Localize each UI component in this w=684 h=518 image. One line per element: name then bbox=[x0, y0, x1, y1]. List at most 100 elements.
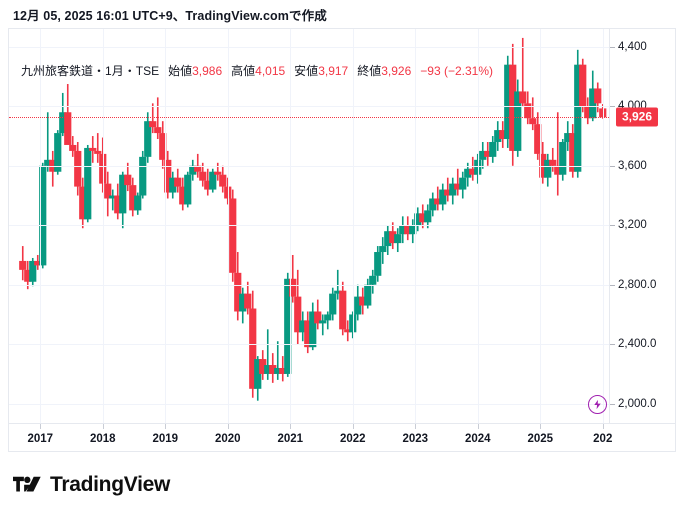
price-tick-mark bbox=[610, 46, 615, 48]
candle-body bbox=[549, 159, 557, 166]
price-tick-label: 2,800.0 bbox=[618, 278, 657, 291]
candle-wick bbox=[456, 168, 459, 196]
gridline-horizontal bbox=[9, 46, 609, 48]
candle-wick bbox=[556, 112, 559, 196]
candle-body bbox=[159, 133, 167, 160]
time-tick-mark bbox=[540, 424, 542, 429]
legend-high-value: 4,015 bbox=[255, 64, 286, 78]
candle-body bbox=[494, 130, 502, 142]
current-price-line bbox=[9, 117, 609, 119]
candle-body bbox=[124, 174, 132, 186]
candle-body bbox=[79, 186, 87, 220]
candle-body bbox=[284, 278, 292, 374]
time-tick-label: 2024 bbox=[464, 433, 491, 445]
time-tick-label: 2020 bbox=[214, 433, 241, 445]
candle-body bbox=[324, 314, 332, 321]
candle-wick bbox=[276, 341, 279, 380]
price-tick-mark bbox=[610, 106, 615, 108]
chart-legend[interactable]: 九州旅客鉄道 ・ 1月 ・ TSE 始値 3,986 高値 4,015 安値 3… bbox=[21, 62, 493, 79]
candle-body bbox=[174, 177, 182, 187]
candle-body bbox=[439, 189, 447, 205]
candle-body bbox=[579, 64, 587, 107]
candle-wick bbox=[266, 329, 269, 380]
candle-body bbox=[229, 198, 237, 273]
chart-panel[interactable]: 4,400 4,000 3,600 3,200 2,800.0 2,400.0 2,000.… bbox=[8, 28, 676, 452]
candle-body bbox=[34, 260, 42, 266]
candle-body bbox=[409, 225, 417, 235]
time-tick-label: 2025 bbox=[527, 433, 554, 445]
gridline-vertical bbox=[165, 29, 167, 423]
candle-body bbox=[369, 275, 377, 285]
gridline-horizontal bbox=[9, 344, 609, 346]
time-tick-label: 2018 bbox=[89, 433, 116, 445]
candle-body bbox=[209, 171, 217, 190]
candle-body bbox=[584, 106, 592, 119]
time-tick-mark bbox=[40, 424, 42, 429]
candle-body bbox=[199, 171, 207, 181]
tradingview-logo-mark bbox=[13, 476, 41, 492]
gridline-horizontal bbox=[9, 284, 609, 286]
candle-wick bbox=[66, 84, 69, 122]
candle-body bbox=[164, 159, 172, 193]
candle-body bbox=[569, 133, 577, 172]
candle-body bbox=[114, 195, 122, 214]
candle-body bbox=[429, 198, 437, 211]
candle-body bbox=[249, 308, 257, 389]
candle-body bbox=[214, 171, 222, 175]
gridline-vertical bbox=[540, 29, 542, 423]
candle-body bbox=[499, 130, 507, 140]
candle-body bbox=[139, 156, 147, 196]
lightning-bolt-icon[interactable] bbox=[588, 395, 607, 414]
price-tick-mark bbox=[610, 284, 615, 286]
candle-body bbox=[364, 284, 372, 306]
candle-body bbox=[204, 180, 212, 190]
candle-body bbox=[39, 165, 47, 266]
candle-body bbox=[274, 367, 282, 374]
candle-body bbox=[414, 213, 422, 226]
candle-body bbox=[399, 225, 407, 235]
candle-body bbox=[454, 183, 462, 190]
candle-wick bbox=[551, 147, 554, 172]
time-tick-mark bbox=[477, 424, 479, 429]
gridline-vertical bbox=[102, 29, 104, 423]
price-tick-label: 2,000.0 bbox=[618, 397, 657, 410]
time-tick-label: 2023 bbox=[402, 433, 429, 445]
candle-body bbox=[24, 269, 32, 282]
gridline-vertical bbox=[602, 29, 604, 423]
candle-body bbox=[109, 195, 117, 199]
candlestick-plot-area[interactable] bbox=[9, 29, 609, 423]
legend-high-label: 高値 bbox=[231, 64, 256, 78]
candle-body bbox=[234, 272, 242, 312]
candle-body bbox=[189, 165, 197, 175]
candle-body bbox=[289, 278, 297, 297]
candle-body bbox=[309, 311, 317, 348]
candle-body bbox=[104, 183, 112, 199]
candle-body bbox=[469, 168, 477, 175]
legend-symbol: 九州旅客鉄道 bbox=[21, 64, 94, 78]
tradingview-wordmark: TradingView bbox=[50, 473, 171, 496]
candle-body bbox=[434, 198, 442, 205]
candle-body bbox=[319, 320, 327, 324]
candle-body bbox=[74, 150, 82, 187]
gridline-vertical bbox=[352, 29, 354, 423]
time-axis[interactable]: 2017 2018 2019 2020 2021 2022 2023 2024 2025 202 bbox=[9, 424, 675, 452]
candle-body bbox=[329, 293, 337, 315]
candle-body bbox=[149, 121, 157, 128]
candle-body bbox=[269, 365, 277, 374]
price-tick-label: 3,600 bbox=[618, 159, 647, 172]
gridline-horizontal bbox=[9, 165, 609, 167]
tradingview-footer[interactable]: TradingView bbox=[13, 474, 170, 495]
legend-sep-1: ・ bbox=[93, 64, 106, 78]
time-tick-mark bbox=[352, 424, 354, 429]
candle-body bbox=[529, 118, 537, 125]
price-axis-separator bbox=[609, 29, 610, 423]
candle-body bbox=[554, 165, 562, 175]
candle-wick bbox=[111, 189, 114, 211]
candle-body bbox=[224, 186, 232, 199]
candle-body bbox=[144, 121, 152, 157]
gridline-horizontal bbox=[9, 106, 609, 108]
gridline-vertical bbox=[415, 29, 417, 423]
price-axis[interactable]: 4,400 4,000 3,600 3,200 2,800.0 2,400.0 2,000.… bbox=[610, 29, 676, 423]
candle-body bbox=[594, 88, 602, 104]
candle-wick bbox=[531, 97, 534, 131]
